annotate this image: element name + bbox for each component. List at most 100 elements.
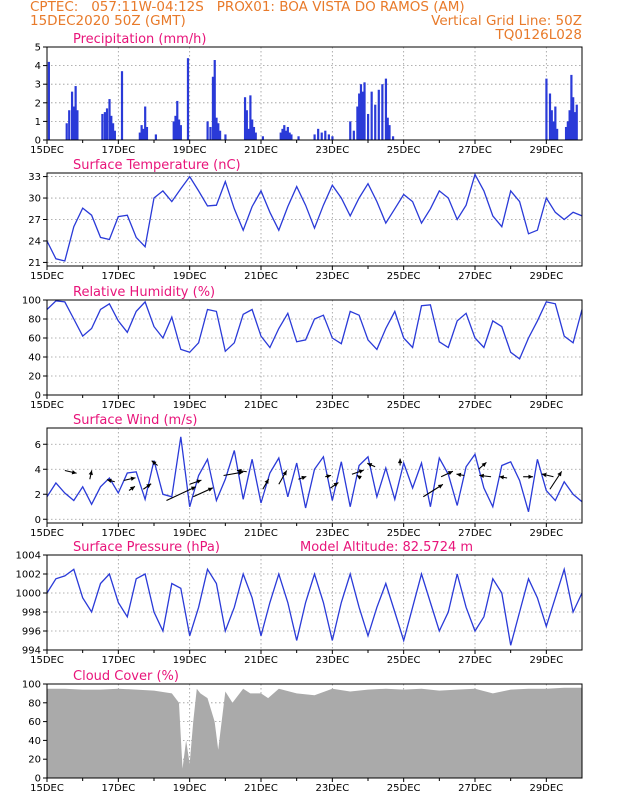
precip-bar bbox=[142, 128, 145, 140]
precip-bar bbox=[70, 91, 74, 140]
precip-bar bbox=[113, 130, 116, 140]
ytick-label: 1002 bbox=[16, 570, 41, 581]
precip-bar bbox=[108, 99, 111, 140]
xtick-label: 23DEC bbox=[315, 145, 349, 156]
panel-frame bbox=[46, 554, 583, 651]
ytick-label: 4 bbox=[35, 61, 41, 72]
precip-bar bbox=[211, 76, 215, 140]
xtick-label: 21DEC bbox=[244, 400, 278, 411]
precip-bar bbox=[570, 74, 573, 140]
wind-arrowhead bbox=[129, 486, 135, 491]
panel-precipitation: 0 1 2 3 4 5 15DEC 17DEC 19DEC 21DEC 23DEC 25DEC 27DE… bbox=[30, 32, 583, 156]
precip-bar bbox=[356, 106, 359, 140]
wind-arrowhead bbox=[190, 486, 196, 491]
precip-bar bbox=[224, 134, 227, 140]
wind-arrowhead bbox=[146, 483, 152, 489]
precip-bar bbox=[103, 112, 106, 140]
wind-arrowhead bbox=[456, 472, 462, 478]
wind-arrowhead bbox=[106, 478, 112, 483]
precip-bar bbox=[174, 115, 177, 140]
header-line2-left: 15DEC2020 50Z (GMT) bbox=[30, 13, 186, 29]
xtick-label: 21DEC bbox=[244, 145, 278, 156]
precip-bar bbox=[361, 91, 364, 140]
ytick-label: 1 bbox=[35, 117, 41, 128]
wind-arrowhead bbox=[282, 470, 287, 476]
precip-bar bbox=[564, 126, 568, 140]
ytick-label: 60 bbox=[28, 717, 41, 728]
precip-bar bbox=[352, 130, 355, 140]
wind-arrowhead bbox=[333, 482, 339, 487]
panel-humidity: 0 20 40 60 80 100 15DEC 17DEC 19DEC 21DEC 23DEC 25D… bbox=[22, 285, 583, 411]
precip-bar bbox=[65, 123, 68, 140]
wind-line bbox=[46, 436, 583, 512]
header-line3-right: TQ0126L028 bbox=[495, 27, 582, 43]
wind-arrowhead bbox=[88, 470, 93, 476]
ytick-label: 20 bbox=[28, 755, 41, 766]
xtick-label: 17DEC bbox=[101, 400, 135, 411]
temperature-line bbox=[46, 172, 583, 262]
precip-bar bbox=[179, 125, 182, 140]
precip-bar bbox=[363, 82, 366, 140]
wind-arrowhead bbox=[447, 471, 453, 476]
precip-bar bbox=[566, 121, 569, 140]
ytick-label: 0 bbox=[35, 515, 41, 526]
wind-arrowhead bbox=[207, 487, 213, 492]
wind-arrowhead bbox=[528, 474, 533, 479]
wind-arrowhead bbox=[236, 468, 242, 474]
precip-bar bbox=[550, 110, 553, 140]
ytick-label: 0 bbox=[35, 136, 41, 147]
wind-arrowhead bbox=[481, 462, 487, 467]
precip-bar bbox=[374, 104, 377, 140]
xtick-label: 29DEC bbox=[529, 655, 563, 666]
xtick-label: 23DEC bbox=[315, 528, 349, 539]
ytick-label: 80 bbox=[28, 698, 41, 709]
cloud-area bbox=[47, 687, 582, 778]
precip-bar bbox=[245, 110, 248, 140]
panel-title: Cloud Cover (%) bbox=[73, 669, 179, 684]
precip-bar bbox=[358, 93, 361, 140]
precip-bar bbox=[548, 93, 552, 140]
precip-bar bbox=[111, 123, 115, 140]
precip-bar bbox=[359, 84, 363, 140]
xtick-label: 25DEC bbox=[387, 400, 421, 411]
ytick-label: 40 bbox=[28, 353, 41, 364]
xtick-label: 25DEC bbox=[387, 271, 421, 282]
precip-bar bbox=[120, 71, 124, 140]
precip-bar bbox=[554, 106, 557, 140]
precip-bar bbox=[313, 134, 316, 140]
ytick-label: 2 bbox=[35, 490, 41, 501]
precip-bar bbox=[349, 121, 352, 140]
precip-bar bbox=[72, 106, 75, 140]
precip-bar bbox=[288, 132, 291, 140]
precip-bar bbox=[154, 134, 157, 140]
wind-arrowhead bbox=[356, 475, 362, 480]
wind-arrowhead bbox=[499, 475, 505, 480]
precip-bar bbox=[573, 112, 577, 140]
wind-arrowhead bbox=[437, 484, 443, 489]
precip-bar bbox=[217, 123, 220, 140]
precip-bar bbox=[283, 125, 286, 140]
precip-bar bbox=[261, 136, 264, 140]
precip-bar bbox=[391, 136, 395, 140]
ytick-label: 0 bbox=[35, 774, 41, 785]
ytick-label: 60 bbox=[28, 334, 41, 345]
xtick-label: 23DEC bbox=[315, 271, 349, 282]
ytick-label: 24 bbox=[28, 236, 41, 247]
header-line1: CPTEC: 057:11W-04:12S PROX01: BOA VISTA … bbox=[30, 0, 465, 15]
precip-bar bbox=[279, 132, 282, 140]
ytick-label: 21 bbox=[28, 258, 41, 269]
precip-bar bbox=[254, 132, 257, 140]
precip-bar bbox=[251, 119, 254, 140]
precip-bar bbox=[284, 130, 288, 140]
wind-arrowhead bbox=[264, 478, 269, 484]
precip-bar bbox=[545, 78, 548, 140]
xtick-label: 15DEC bbox=[30, 528, 64, 539]
xtick-label: 29DEC bbox=[529, 400, 563, 411]
panel-frame bbox=[46, 46, 583, 141]
wind-arrowhead bbox=[541, 472, 547, 478]
wind-arrowhead bbox=[326, 474, 332, 479]
xtick-label: 27DEC bbox=[458, 783, 492, 794]
precip-bar bbox=[140, 125, 143, 140]
precip-bar bbox=[144, 106, 147, 140]
xtick-label: 27DEC bbox=[458, 655, 492, 666]
